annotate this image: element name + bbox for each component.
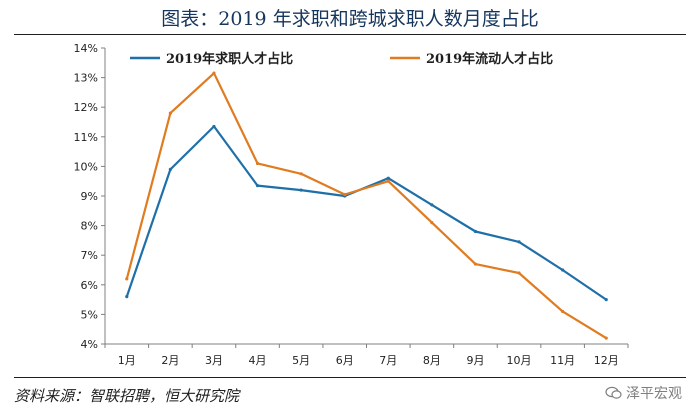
x-tick-label: 6月 xyxy=(336,354,354,367)
series-1-point xyxy=(299,188,303,192)
series-1-point xyxy=(168,167,172,171)
chart-axes: 4% 5% 6% 7% 8% 9% 10% 11% 12% 13% 14% 1月 2月 3月 4月 5月 6月 7… xyxy=(74,42,629,367)
series-2-point xyxy=(604,336,608,340)
chart-legend: 2019年求职人才占比 2019年流动人才占比 xyxy=(130,51,553,67)
title-top-rule xyxy=(14,34,686,35)
source-rule xyxy=(14,377,686,378)
series-1-point xyxy=(125,295,129,299)
y-tick-label: 4% xyxy=(81,338,98,351)
series-2-point xyxy=(430,221,434,225)
legend-label-1: 2019年求职人才占比 xyxy=(166,51,293,67)
watermark-text: 泽平宏观 xyxy=(626,386,682,402)
series-1-point xyxy=(386,176,390,180)
y-tick-label: 6% xyxy=(81,279,98,292)
x-tick-label: 11月 xyxy=(550,354,575,367)
y-tick-label: 14% xyxy=(74,42,98,55)
series-1-point xyxy=(430,203,434,207)
y-tick-label: 7% xyxy=(81,249,98,262)
series-2-point xyxy=(168,111,172,115)
series-1-point xyxy=(561,268,565,272)
chart-title: 图表：2019 年求职和跨城求职人数月度占比 xyxy=(161,8,539,30)
series-2-point xyxy=(517,271,521,275)
source-note: 资料来源：智联招聘，恒大研究院 xyxy=(14,387,240,405)
series-2-point xyxy=(299,172,303,176)
y-tick-label: 10% xyxy=(74,160,98,173)
x-tick-label: 1月 xyxy=(118,354,136,367)
x-tick-label: 5月 xyxy=(292,354,310,367)
series-1-point xyxy=(517,240,521,244)
y-tick-label: 11% xyxy=(74,131,98,144)
series-1-point xyxy=(255,184,260,188)
series-2-point xyxy=(386,179,390,183)
series-line-1 xyxy=(125,125,607,301)
series-1-point xyxy=(473,229,478,234)
x-tick-label: 10月 xyxy=(507,354,532,367)
series-1-point xyxy=(212,124,216,129)
x-tick-label: 2月 xyxy=(161,354,179,367)
x-tick-label: 8月 xyxy=(423,354,441,367)
series-2-point xyxy=(561,309,565,314)
y-tick-label: 13% xyxy=(74,72,98,85)
x-tick-label: 7月 xyxy=(379,354,397,367)
series-2-point xyxy=(343,192,347,197)
y-tick-label: 12% xyxy=(74,101,98,114)
series-line-2 xyxy=(125,72,607,340)
series-1-point xyxy=(604,298,608,302)
series-2-point xyxy=(473,262,478,266)
x-tick-label: 9月 xyxy=(466,354,484,367)
y-tick-label: 8% xyxy=(81,220,98,233)
series-2-point xyxy=(212,71,216,75)
series-2-point xyxy=(255,161,260,166)
x-tick-label: 3月 xyxy=(205,354,223,367)
x-tick-label: 4月 xyxy=(249,354,267,367)
y-tick-label: 9% xyxy=(81,190,98,203)
chat-bubble-icon xyxy=(605,386,622,399)
chart-series xyxy=(125,71,608,340)
y-tick-label: 5% xyxy=(81,308,98,321)
x-tick-label: 12月 xyxy=(594,354,619,367)
series-2-point xyxy=(125,277,129,281)
legend-label-2: 2019年流动人才占比 xyxy=(426,51,553,67)
watermark: 泽平宏观 xyxy=(605,383,682,403)
